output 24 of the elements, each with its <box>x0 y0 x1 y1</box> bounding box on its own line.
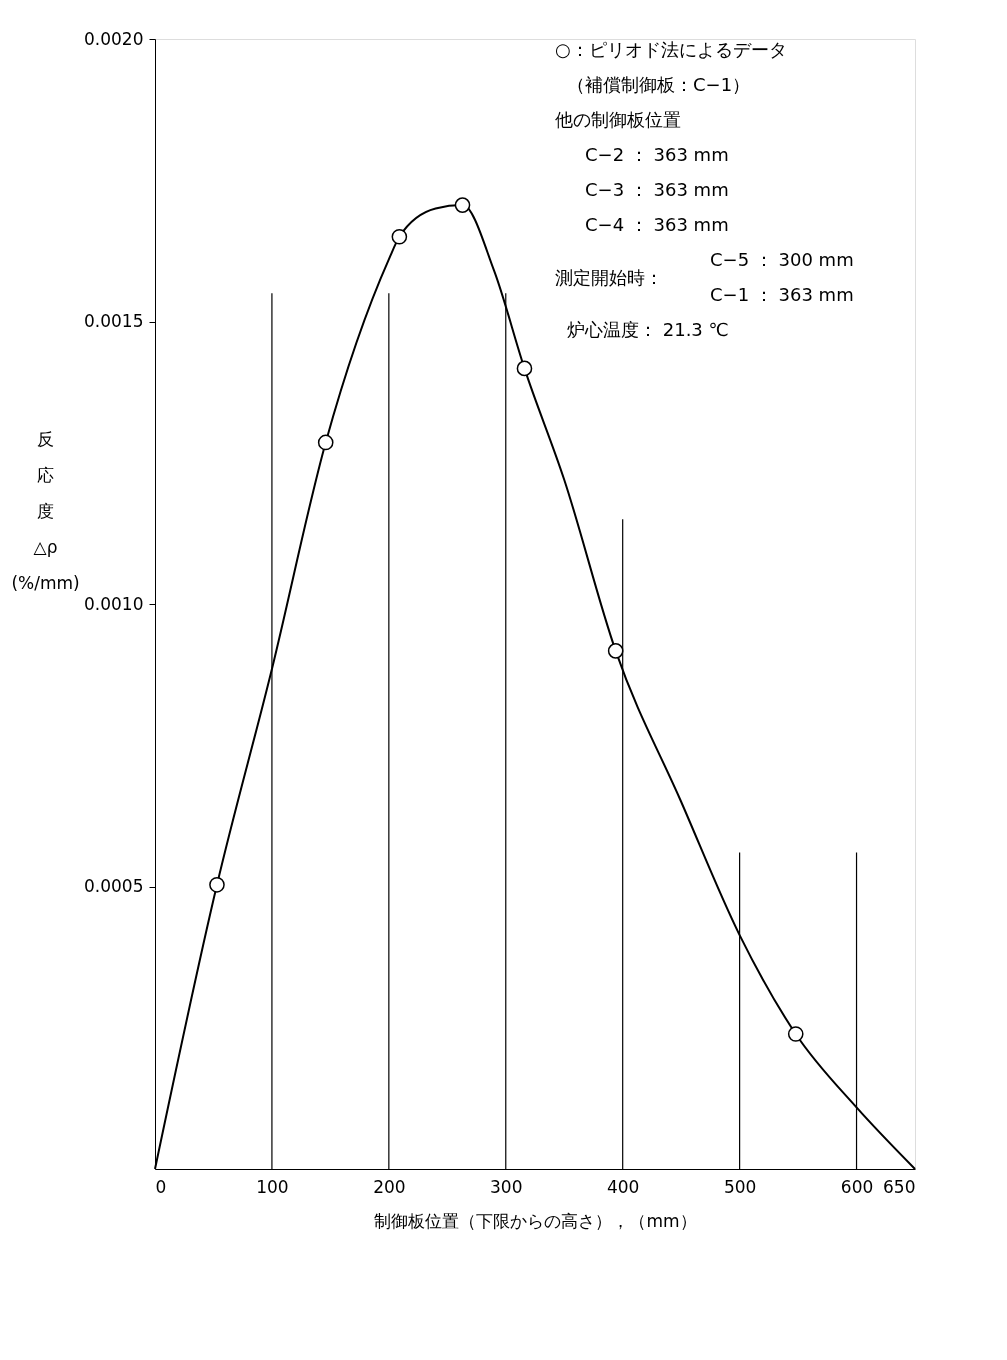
annotation: 測定開始時： <box>555 267 663 288</box>
annotation: 他の制御板位置 <box>555 109 681 130</box>
x-tick-label: 200 <box>373 1176 406 1197</box>
annotation: C−5 ： 300 mm <box>710 249 854 270</box>
x-tick-label: 0 <box>155 1176 167 1197</box>
annotation: C−4 ： 363 mm <box>585 214 729 235</box>
y-tick-label: 0.0020 <box>84 28 144 49</box>
y-tick-label: 0.0015 <box>84 311 144 331</box>
x-tick-label: 650 <box>883 1176 916 1197</box>
annotation: （補償制御板：C−1） <box>567 74 751 95</box>
y-tick-label: 0.0010 <box>84 593 144 614</box>
x-tick-label: 600 <box>840 1176 874 1197</box>
y-axis-title: 反応度 △ρ (%/mm) <box>11 428 80 593</box>
annotation: ○：ピリオド法によるデータ <box>555 39 787 60</box>
annotation: C−3 ： 363 mm <box>585 179 729 200</box>
x-axis-title: 制御板位置（下限からの高さ），（mm） <box>374 1210 697 1231</box>
x-tick-label: 500 <box>723 1176 757 1197</box>
x-tick-label: 400 <box>606 1176 640 1197</box>
annotation: C−1 ： 363 mm <box>710 284 854 305</box>
annotation: C−2 ： 363 mm <box>585 144 729 165</box>
annotation: 炉心温度： 21.3 ℃ <box>567 319 729 340</box>
x-tick-label: 100 <box>256 1176 289 1197</box>
y-tick-label: 0.0005 <box>84 876 144 896</box>
x-tick-label: 300 <box>490 1176 523 1197</box>
